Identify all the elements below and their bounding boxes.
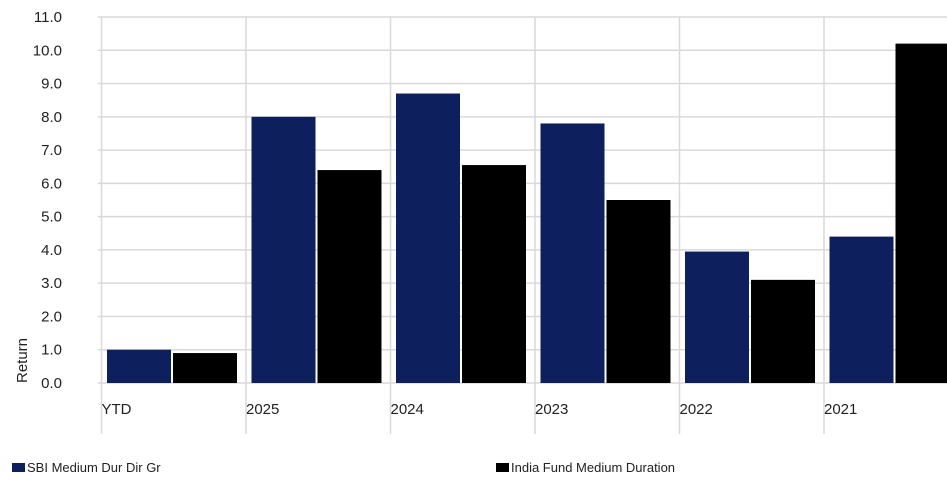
y-axis-ticks: 0.0 1.0 2.0 3.0 4.0 5.0 6.0 7.0 8.0 9.0 10.0 11.0	[33, 9, 62, 392]
y-tick-label: 1.0	[41, 342, 62, 359]
bar-series-2-2022	[751, 279, 815, 383]
bar-series-1-2022	[685, 251, 749, 383]
y-tick-label: 7.0	[41, 142, 62, 159]
bar-series-1-2024	[396, 93, 460, 383]
legend: SBI Medium Dur Dir Gr India Fund Medium …	[0, 460, 947, 480]
bar-series-1-2025	[251, 116, 316, 384]
y-tick-label: 9.0	[41, 76, 62, 93]
y-tick-label: 8.0	[41, 109, 62, 126]
y-axis-title: Return	[14, 338, 31, 383]
bar-series-1-YTD	[107, 349, 171, 383]
legend-label-series-1: SBI Medium Dur Dir Gr	[27, 460, 161, 475]
x-tick-label: 2023	[535, 401, 568, 418]
y-tick-label: 6.0	[41, 175, 62, 192]
legend-label-series-2: India Fund Medium Duration	[511, 460, 676, 475]
y-tick-label: 11.0	[34, 9, 62, 26]
bar-series-2-YTD	[173, 353, 237, 383]
y-tick-label: 5.0	[41, 209, 62, 226]
bar-series-2-2021	[895, 43, 947, 383]
y-tick-label: 4.0	[41, 242, 62, 259]
bar-series-1-2023	[540, 123, 605, 384]
bar-series-2-2025	[317, 170, 382, 383]
legend-swatch-series-1	[12, 463, 25, 472]
x-axis-ticks: YTD 2025 2024 2023 2022 2021	[102, 401, 858, 418]
x-tick-label: 2021	[824, 401, 857, 418]
bars	[107, 43, 947, 384]
y-tick-label: 0.0	[41, 375, 62, 392]
x-tick-label: 2025	[246, 401, 279, 418]
legend-item-series-1: SBI Medium Dur Dir Gr	[12, 460, 161, 475]
y-tick-label: 3.0	[41, 275, 62, 292]
bar-series-1-2021	[829, 236, 894, 383]
y-tick-label: 10.0	[33, 42, 62, 59]
legend-item-series-2: India Fund Medium Duration	[496, 460, 675, 475]
x-tick-label: YTD	[102, 401, 132, 418]
x-tick-label: 2024	[391, 401, 424, 418]
bar-series-2-2024	[462, 165, 526, 383]
legend-swatch-series-2	[496, 463, 509, 472]
y-tick-label: 2.0	[41, 308, 62, 325]
bar-series-2-2023	[606, 200, 671, 383]
x-tick-label: 2022	[680, 401, 713, 418]
